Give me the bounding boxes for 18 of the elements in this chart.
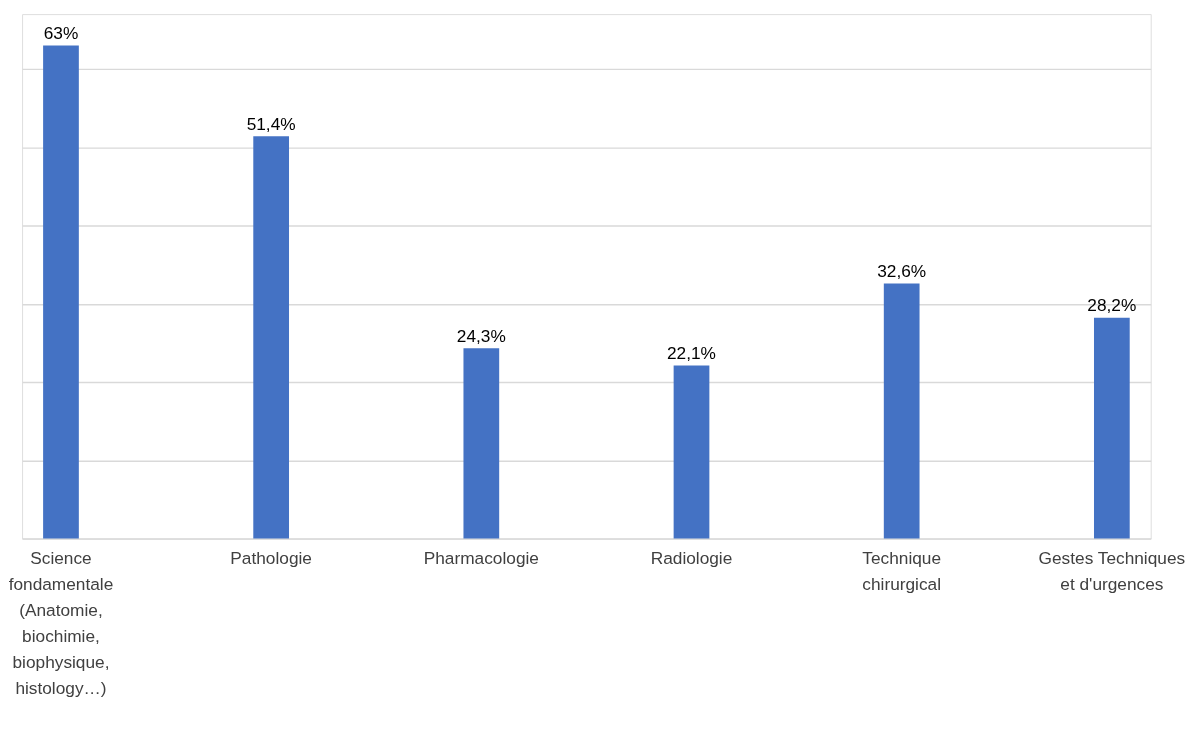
x-tick-label: Pharmacologie	[423, 548, 539, 569]
x-tick-label: Pathologie	[230, 548, 312, 569]
bar	[673, 365, 710, 539]
data-label: 24,3%	[456, 325, 506, 346]
bar	[1093, 317, 1130, 539]
data-label: 63%	[43, 22, 79, 43]
bar	[253, 136, 290, 539]
data-label: 28,2%	[1087, 295, 1137, 316]
x-tick-label: Science fondamentale (Anatomie, biochimie, biophysique, histology…)	[8, 548, 114, 698]
x-tick-label: Radiologie	[650, 548, 733, 569]
bar	[463, 348, 500, 539]
x-tick-label: Technique chirurgical	[862, 548, 942, 594]
x-tick-label: Gestes Techniques et d'urgences	[1038, 548, 1186, 594]
bar	[883, 283, 920, 539]
data-label: 32,6%	[877, 260, 927, 281]
data-label: 22,1%	[667, 342, 716, 363]
data-label: 51,4%	[246, 113, 296, 134]
bar	[43, 45, 79, 539]
